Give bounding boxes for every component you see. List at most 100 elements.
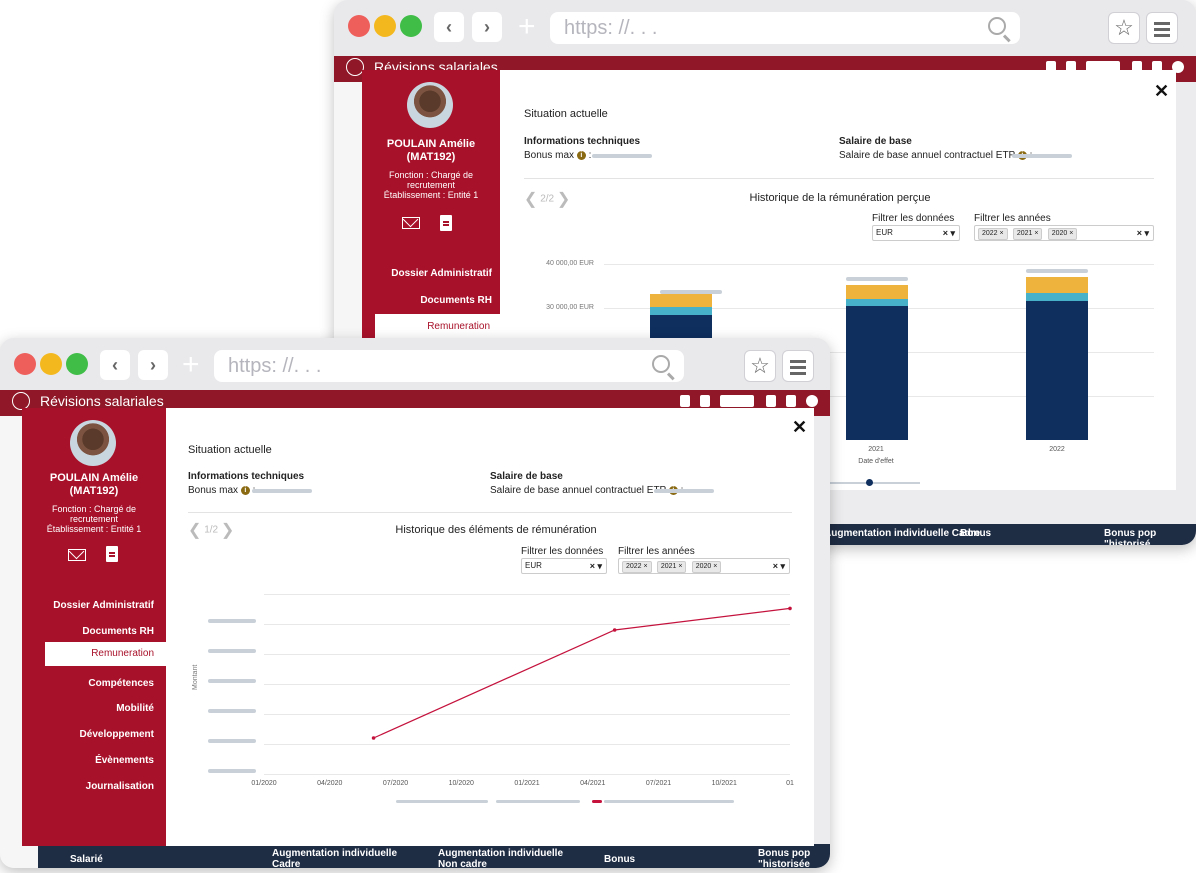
- forward-button[interactable]: ›: [138, 350, 168, 380]
- apps-icon[interactable]: [786, 395, 796, 407]
- menu-item-mobilite[interactable]: Mobilité: [116, 703, 154, 714]
- table-header-cell[interactable]: Bonus: [960, 528, 992, 539]
- menu-item-journalisation[interactable]: Journalisation: [85, 781, 154, 792]
- chevron-right-icon[interactable]: ❯: [556, 191, 571, 208]
- bookmark-star-button[interactable]: ☆: [1108, 12, 1140, 44]
- bar-segment[interactable]: [1026, 301, 1088, 440]
- bookmark-star-button[interactable]: ☆: [744, 350, 776, 382]
- year-tag[interactable]: 2022 ×: [622, 561, 652, 573]
- doc-icon[interactable]: [766, 395, 776, 407]
- table-header-cell[interactable]: Augmentation individuelle Cadre: [824, 528, 981, 539]
- menu-item-documents[interactable]: Documents RH: [82, 626, 154, 637]
- home-icon[interactable]: [1046, 61, 1056, 73]
- x-tick-label: 01/2020: [251, 780, 277, 787]
- menu-item-remuneration[interactable]: Remuneration: [45, 642, 166, 666]
- table-header-cell[interactable]: Augmentation individuelle Cadre: [272, 848, 398, 868]
- close-icon[interactable]: ✕: [1154, 81, 1170, 101]
- maximize-window-dot[interactable]: [66, 353, 88, 375]
- year-tag[interactable]: 2020 ×: [691, 561, 722, 573]
- select-controls[interactable]: × ▾: [942, 228, 955, 238]
- data-point[interactable]: [612, 628, 617, 632]
- close-window-dot[interactable]: [348, 15, 370, 37]
- table-header-cell[interactable]: Bonus pop "historisé: [1104, 528, 1157, 545]
- new-tab-button[interactable]: +: [518, 10, 536, 43]
- menu-item-documents[interactable]: Documents RH: [420, 295, 492, 306]
- gridline: [264, 594, 790, 595]
- gridline: [264, 654, 790, 655]
- minimize-window-dot[interactable]: [40, 353, 62, 375]
- address-bar[interactable]: https: //. . .: [550, 12, 1020, 44]
- mail-icon[interactable]: [402, 217, 420, 229]
- menu-item-dossier[interactable]: Dossier Administratif: [391, 268, 492, 279]
- bar-segment[interactable]: [846, 299, 908, 306]
- years-select[interactable]: 2022 × 2021 × 2020 × × ▾: [974, 225, 1154, 241]
- gridline: [264, 714, 790, 715]
- document-icon[interactable]: [106, 546, 118, 562]
- select-controls[interactable]: × ▾: [1136, 228, 1149, 238]
- x-axis-label: Date d'effet: [858, 458, 894, 465]
- table-header-cell[interactable]: Bonus: [604, 854, 636, 865]
- legend-marker[interactable]: [866, 479, 873, 486]
- info-icon[interactable]: i: [576, 150, 586, 160]
- mail-icon[interactable]: [68, 549, 86, 561]
- data-point[interactable]: [788, 606, 792, 611]
- grid-icon[interactable]: [720, 395, 754, 407]
- menu-item-developpement[interactable]: Développement: [79, 729, 154, 740]
- select-controls[interactable]: × ▾: [772, 561, 785, 571]
- apps-icon[interactable]: [1152, 61, 1162, 73]
- menu-item-dossier[interactable]: Dossier Administratif: [53, 600, 154, 611]
- legend-item[interactable]: [396, 800, 488, 803]
- bar-segment[interactable]: [1026, 277, 1088, 294]
- document-icon[interactable]: [440, 215, 452, 231]
- currency-select[interactable]: EUR × ▾: [521, 558, 607, 574]
- close-icon[interactable]: ✕: [792, 417, 808, 437]
- menu-button[interactable]: [1146, 12, 1178, 44]
- bar-segment[interactable]: [1026, 293, 1088, 302]
- y-label-placeholder: [208, 619, 256, 623]
- app-logo-icon: [346, 58, 364, 76]
- doc-icon[interactable]: [1132, 61, 1142, 73]
- address-bar[interactable]: https: //. . .: [214, 350, 684, 382]
- chevron-left-icon[interactable]: ❮: [524, 191, 538, 208]
- chevron-left-icon[interactable]: ❮: [188, 522, 202, 539]
- table-header-cell[interactable]: Salarié: [70, 854, 103, 865]
- year-tag[interactable]: 2022 ×: [978, 228, 1008, 240]
- divider: [188, 512, 792, 513]
- x-tick-label: 04/2020: [317, 780, 343, 787]
- menu-button[interactable]: [782, 350, 814, 382]
- new-tab-button[interactable]: +: [182, 348, 200, 381]
- select-controls[interactable]: × ▾: [589, 561, 602, 571]
- legend-item[interactable]: [604, 800, 734, 803]
- currency-select[interactable]: EUR × ▾: [872, 225, 960, 241]
- year-tag[interactable]: 2021 ×: [1012, 228, 1043, 240]
- menu-item-evenements[interactable]: Évènements: [95, 755, 154, 766]
- menu-item-competences[interactable]: Compétences: [88, 678, 154, 689]
- menu-item-remuneration[interactable]: Remuneration: [375, 314, 500, 340]
- x-tick-label: 2022: [1049, 446, 1065, 453]
- year-tag[interactable]: 2021 ×: [656, 561, 687, 573]
- chevron-right-icon[interactable]: ❯: [220, 522, 235, 539]
- bar-segment[interactable]: [846, 285, 908, 300]
- bar-segment[interactable]: [650, 307, 712, 315]
- data-point[interactable]: [371, 736, 376, 740]
- year-tag[interactable]: 2020 ×: [1047, 228, 1078, 240]
- user-icon[interactable]: [806, 395, 818, 407]
- bell-icon[interactable]: [700, 395, 710, 407]
- close-window-dot[interactable]: [14, 353, 36, 375]
- forward-button[interactable]: ›: [472, 12, 502, 42]
- avatar: [70, 420, 116, 466]
- years-select[interactable]: 2022 × 2021 × 2020 × × ▾: [618, 558, 790, 574]
- back-button[interactable]: ‹: [100, 350, 130, 380]
- table-header-cell[interactable]: Augmentation individuelle Non cadre: [438, 848, 564, 868]
- legend-item[interactable]: [496, 800, 580, 803]
- bar-segment[interactable]: [650, 293, 712, 308]
- table-header-cell[interactable]: Bonus pop "historisée: [758, 848, 811, 868]
- bell-icon[interactable]: [1066, 61, 1076, 73]
- filter-years-label: Filtrer les années: [974, 213, 1051, 224]
- home-icon[interactable]: [680, 395, 690, 407]
- back-button[interactable]: ‹: [434, 12, 464, 42]
- maximize-window-dot[interactable]: [400, 15, 422, 37]
- info-icon[interactable]: i: [240, 485, 250, 495]
- bar-segment[interactable]: [846, 305, 908, 440]
- minimize-window-dot[interactable]: [374, 15, 396, 37]
